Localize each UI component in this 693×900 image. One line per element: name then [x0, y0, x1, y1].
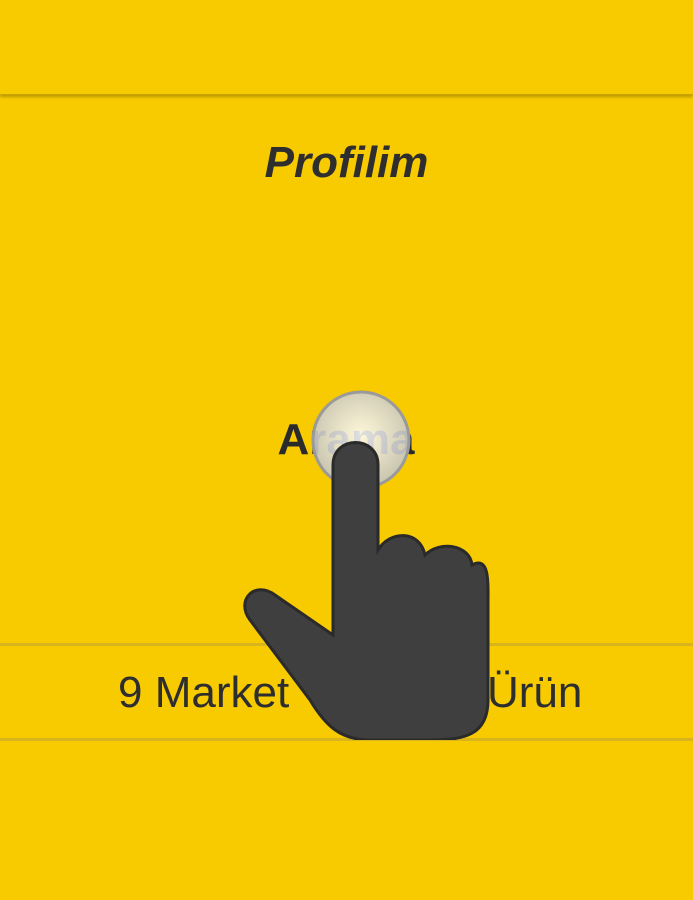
- search-button[interactable]: Arama: [196, 408, 496, 472]
- product-count: Ürün: [487, 668, 583, 717]
- top-app-bar: [0, 0, 693, 95]
- stats-row: 9 Market Ürün: [0, 643, 693, 741]
- search-button-label: Arama: [277, 415, 415, 464]
- page-title: Profilim: [264, 138, 429, 187]
- market-count: 9 Market: [118, 668, 290, 717]
